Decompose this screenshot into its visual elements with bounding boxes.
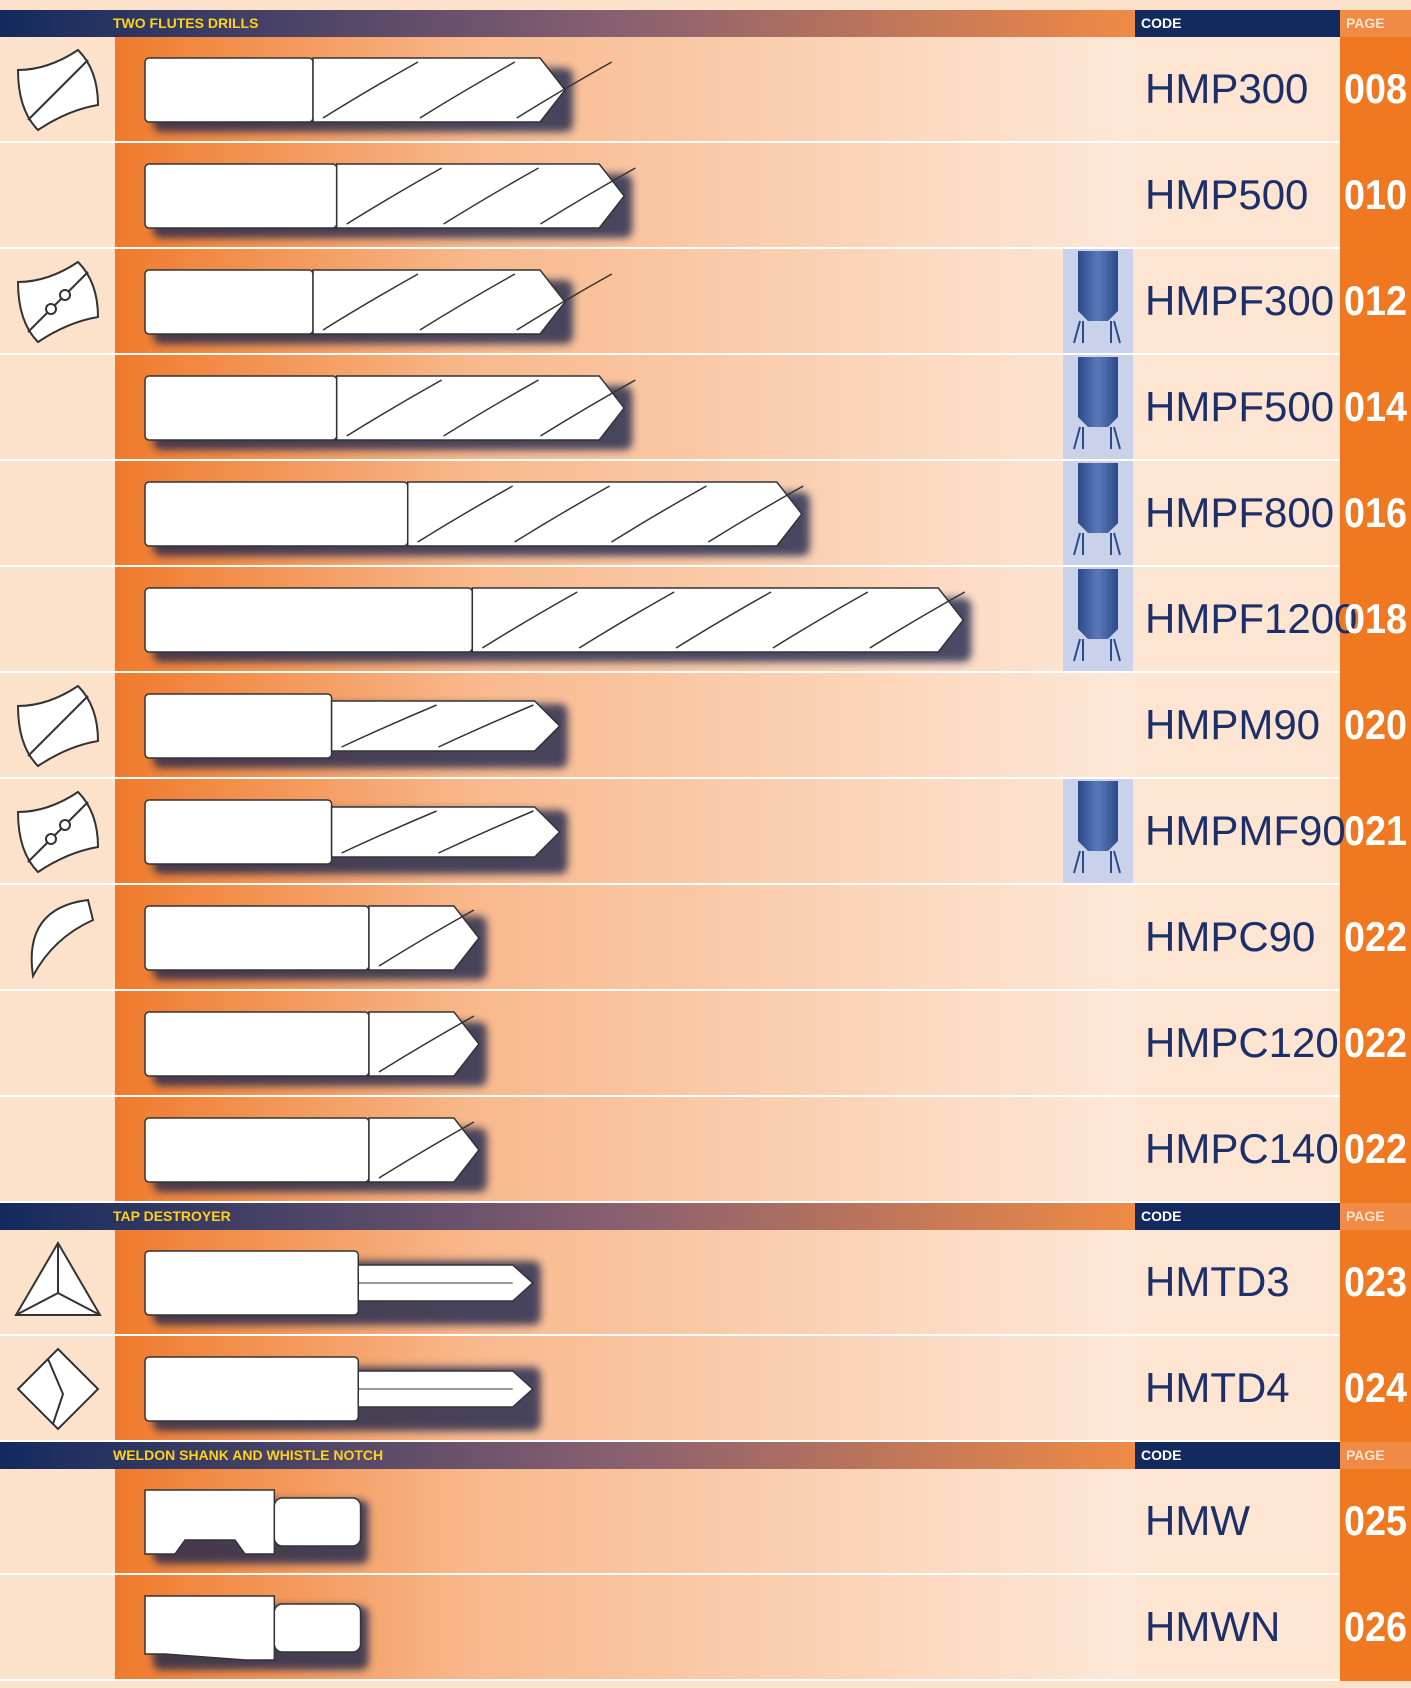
drill-body <box>337 164 625 228</box>
drill <box>145 1490 369 1564</box>
product-code: HMPC120 <box>1145 1019 1339 1066</box>
drill-shank <box>145 376 337 440</box>
drill <box>145 58 612 132</box>
page-number: 022 <box>1344 1019 1407 1066</box>
code-header: CODE <box>1141 1208 1181 1224</box>
product-code: HMPF800 <box>1145 489 1334 536</box>
coolant-icon <box>1063 355 1133 459</box>
drill <box>145 164 635 238</box>
drill-body <box>408 482 802 546</box>
code-header: CODE <box>1141 15 1181 31</box>
product-code: HMW <box>1145 1497 1250 1544</box>
product-code: HMPF500 <box>1145 383 1334 430</box>
drill-shank <box>145 694 332 758</box>
page-header: PAGE <box>1346 1447 1385 1463</box>
page-number: 024 <box>1344 1364 1408 1411</box>
drill <box>145 1357 541 1431</box>
drill <box>145 800 568 874</box>
page-header: PAGE <box>1346 1208 1385 1224</box>
drill <box>145 1251 541 1325</box>
drill-shank <box>145 58 313 122</box>
drill <box>145 588 971 662</box>
catalog: TWO FLUTES DRILLS CODE PAGE HMP300 008 HMP500… <box>0 0 1411 1688</box>
coolant-icon <box>1063 779 1133 883</box>
drill-stub <box>274 1604 360 1652</box>
coolant-tool <box>1078 251 1118 321</box>
drill-shank <box>145 1118 369 1182</box>
drill <box>145 1118 487 1192</box>
coolant-tool <box>1078 781 1118 851</box>
product-code: HMWN <box>1145 1603 1280 1650</box>
page-number: 022 <box>1344 1125 1407 1172</box>
drill-shank <box>145 1596 274 1660</box>
product-code: HMPF1200 <box>1145 595 1357 642</box>
page-number: 008 <box>1344 65 1407 112</box>
drill <box>145 694 568 768</box>
product-code: HMPM90 <box>1145 701 1320 748</box>
drill <box>145 1012 487 1086</box>
product-code: HMTD4 <box>1145 1364 1290 1411</box>
page-number: 010 <box>1344 171 1407 218</box>
page-number: 018 <box>1344 595 1407 642</box>
coolant-hole <box>60 290 70 300</box>
coolant-icon <box>1063 249 1133 353</box>
section-title: TWO FLUTES DRILLS <box>113 15 258 31</box>
section-title: WELDON SHANK AND WHISTLE NOTCH <box>113 1447 383 1463</box>
coolant-hole <box>60 820 70 830</box>
coolant-icon <box>1063 567 1133 671</box>
drill <box>145 270 612 344</box>
drill-shank <box>145 1012 369 1076</box>
page-number: 014 <box>1344 383 1408 430</box>
page-number: 012 <box>1344 277 1407 324</box>
coolant-tool <box>1078 569 1118 639</box>
product-code: HMPMF90 <box>1145 807 1346 854</box>
drill-shank <box>145 800 332 864</box>
page-number: 023 <box>1344 1258 1407 1305</box>
code-header: CODE <box>1141 1447 1181 1463</box>
drill-shank <box>145 588 472 652</box>
page-number: 026 <box>1344 1603 1407 1650</box>
coolant-tool <box>1078 357 1118 427</box>
drill <box>145 482 810 556</box>
coolant-hole <box>46 304 56 314</box>
page-number: 022 <box>1344 913 1407 960</box>
page-number: 025 <box>1344 1497 1407 1544</box>
coolant-hole <box>46 834 56 844</box>
drill <box>145 1596 369 1670</box>
drill-shank <box>145 906 369 970</box>
drill-body <box>313 58 565 122</box>
page: TWO FLUTES DRILLS CODE PAGE HMP300 008 HMP500… <box>0 0 1411 1688</box>
drill-shank <box>145 1357 358 1421</box>
page-number: 016 <box>1344 489 1407 536</box>
drill-stub <box>274 1498 360 1546</box>
product-code: HMP300 <box>1145 65 1308 112</box>
product-code: HMPC140 <box>1145 1125 1339 1172</box>
page-header: PAGE <box>1346 15 1385 31</box>
coolant-icon <box>1063 461 1133 565</box>
drill-body <box>472 588 963 652</box>
drill-body <box>337 376 625 440</box>
drill-shank <box>145 1251 358 1315</box>
product-code: HMP500 <box>1145 171 1308 218</box>
drill-shank <box>145 164 337 228</box>
drill <box>145 376 635 450</box>
drill <box>145 906 487 980</box>
drill-shank <box>145 270 313 334</box>
drill-body <box>313 270 565 334</box>
product-code: HMPC90 <box>1145 913 1315 960</box>
page-number: 021 <box>1344 807 1407 854</box>
page-number: 020 <box>1344 701 1407 748</box>
section-title: TAP DESTROYER <box>113 1208 231 1224</box>
product-code: HMPF300 <box>1145 277 1334 324</box>
drill-shank <box>145 482 408 546</box>
coolant-tool <box>1078 463 1118 533</box>
product-code: HMTD3 <box>1145 1258 1290 1305</box>
